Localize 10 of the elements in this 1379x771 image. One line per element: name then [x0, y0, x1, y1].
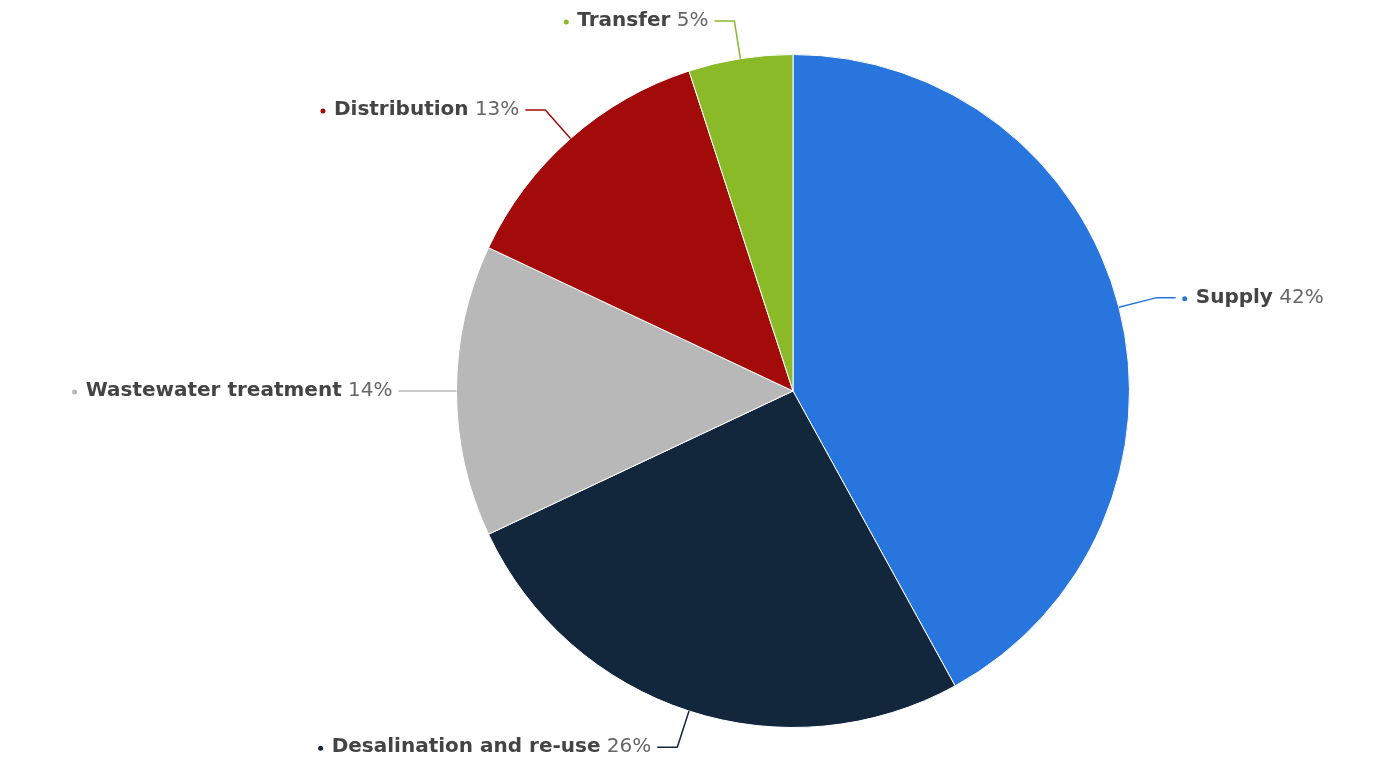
- slice-label: Transfer: [577, 7, 671, 32]
- data-label: 14%: [341, 377, 393, 402]
- slice-label: Distribution: [333, 96, 469, 121]
- data-label: 42%: [1272, 284, 1324, 309]
- data-label: 13%: [468, 96, 520, 121]
- data-label: 5%: [670, 7, 709, 32]
- slice-label: Supply: [1195, 284, 1273, 309]
- data-label: 26%: [600, 733, 652, 758]
- slice-label: Wastewater treatment: [85, 377, 343, 402]
- slice-label: Desalination and re-use: [331, 733, 601, 758]
